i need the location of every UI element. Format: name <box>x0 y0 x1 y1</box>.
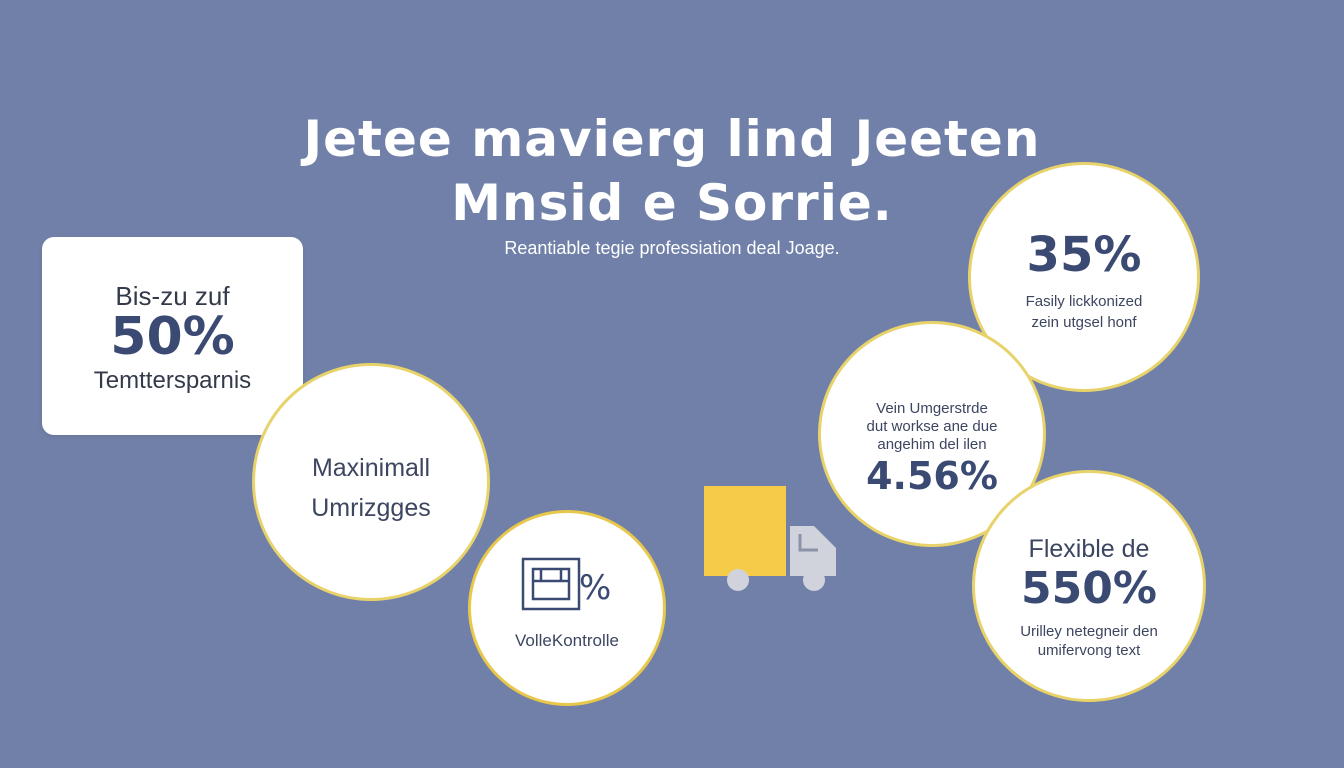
savings-card-label-top: Bis-zu zuf <box>115 281 230 311</box>
truck-icon <box>702 486 842 601</box>
stat-circle-456-line-3: angehim del ilen <box>877 436 987 453</box>
stat-circle-456-line-1: Vein Umgerstrde <box>876 400 988 417</box>
max-circle: Maxinimall Umrizgges <box>252 363 490 601</box>
svg-text:%: % <box>579 568 611 608</box>
stat-circle-35-line-1: Fasily lickkonized <box>1025 293 1143 310</box>
stat-circle-550-value: 550% <box>1021 563 1157 614</box>
page-title-line-1: Jetee mavierg lind Jeeten <box>303 110 1041 168</box>
stat-circle-550-line-4: umifervong text <box>1037 642 1141 659</box>
calendar-percent-icon: % <box>521 555 621 620</box>
stat-circle-550-line-3: Urilley netegneir den <box>1020 623 1158 640</box>
control-circle: % VolleKontrolle <box>468 510 666 706</box>
stat-circle-550-line-1: Flexible de <box>1028 535 1150 563</box>
savings-card-label-bottom: Temttersparnis <box>93 367 252 394</box>
savings-card-value: 50% <box>110 307 235 367</box>
max-circle-line-2: Umrizgges <box>311 494 431 522</box>
stat-circle-35-line-2: zein utgsel honf <box>1031 314 1137 331</box>
stat-circle-456-line-2: dut workse ane due <box>866 418 998 435</box>
stat-circle-550: Flexible de 550% Urilley netegneir den u… <box>972 470 1206 702</box>
page-title-line-2: Mnsid e Sorrie. <box>451 174 893 232</box>
savings-card: Bis-zu zuf 50% Temttersparnis <box>42 237 303 435</box>
control-circle-label: VolleKontrolle <box>515 631 619 650</box>
stat-circle-456-value: 4.56% <box>866 454 998 498</box>
stat-circle-35: 35% Fasily lickkonized zein utgsel honf <box>968 162 1200 392</box>
page-subtitle: Reantiable tegie professiation deal Joag… <box>504 238 840 258</box>
max-circle-line-1: Maxinimall <box>311 454 431 482</box>
stat-circle-35-value: 35% <box>1026 227 1142 283</box>
